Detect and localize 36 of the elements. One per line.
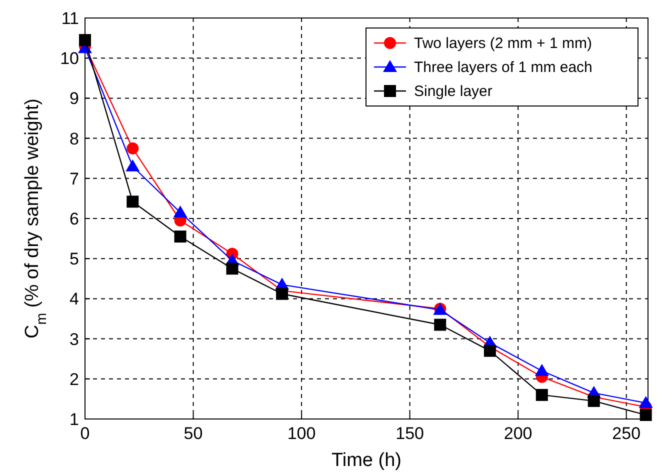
point (588, 394, 600, 407)
x-tick-label: 0 (80, 424, 90, 443)
point (536, 388, 548, 401)
point (638, 396, 653, 408)
legend-label: Three layers of 1 mm each (414, 59, 592, 76)
y-tick-label: 2 (70, 370, 79, 389)
point (534, 364, 549, 376)
y-tick-label: 6 (70, 210, 79, 228)
y-tick-label: 4 (70, 290, 79, 309)
legend-label: Single layer (414, 83, 492, 100)
point (126, 196, 139, 208)
point (434, 318, 446, 331)
y-tick-label: 7 (70, 169, 79, 188)
y-tick-label: 8 (70, 129, 79, 148)
x-tick-label: 50 (184, 424, 203, 443)
y-tick-label: 10 (60, 49, 79, 68)
y-tick-label: 5 (70, 250, 79, 269)
point (276, 288, 288, 300)
x-tick-label: 200 (504, 424, 532, 443)
point (640, 408, 652, 421)
x-tick-label: 100 (287, 424, 316, 443)
y-tick-label: 11 (61, 9, 79, 28)
point (79, 34, 91, 46)
point (484, 344, 496, 357)
point (126, 142, 139, 154)
point (126, 159, 140, 172)
point (174, 230, 186, 243)
y-tick-label: 1 (70, 410, 79, 429)
point (173, 205, 188, 218)
y-tick-label: 9 (70, 89, 79, 108)
x-tick-label: 150 (396, 424, 424, 443)
x-axis-title: Time (h) (331, 450, 402, 471)
point (226, 262, 238, 275)
legend-label: Two layers (2 mm + 1 mm) (414, 35, 592, 52)
y-tick-label: 3 (70, 330, 79, 349)
x-tick-label: 250 (612, 424, 641, 443)
